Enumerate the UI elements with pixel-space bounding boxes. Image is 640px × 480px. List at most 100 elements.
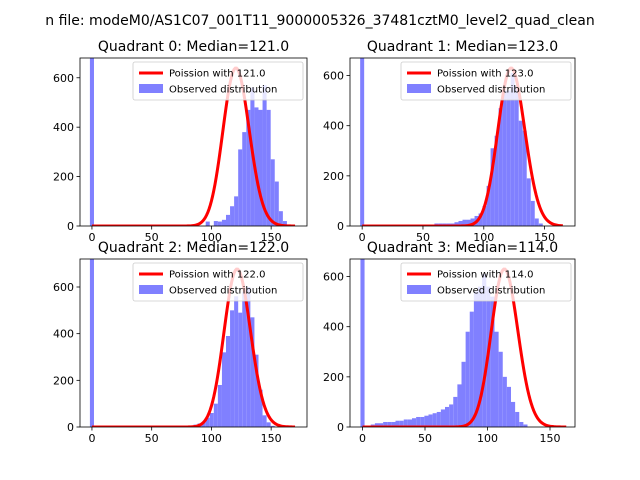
histogram-bar xyxy=(258,109,263,226)
histogram-bar xyxy=(258,389,263,427)
legend-box xyxy=(400,262,572,302)
histogram-bar xyxy=(205,417,210,427)
histogram-bar xyxy=(242,291,247,427)
histogram-bar xyxy=(213,403,218,427)
histogram-bar xyxy=(395,420,400,427)
histogram-bar xyxy=(494,331,499,427)
histogram-bar xyxy=(478,213,483,226)
histogram-bar xyxy=(465,331,470,427)
histogram-bar xyxy=(440,409,445,427)
histogram-bar xyxy=(498,351,503,427)
histogram-bar xyxy=(262,415,267,427)
legend-box xyxy=(132,61,304,101)
histogram-bar xyxy=(449,404,454,427)
histogram-bar xyxy=(262,85,267,226)
histogram-bar xyxy=(473,291,478,427)
x-tick-label: 0 xyxy=(88,432,95,445)
legend-label-poisson: Poission with 114.0 xyxy=(437,270,533,281)
x-tick-label: 50 xyxy=(418,432,432,445)
histogram-bar xyxy=(217,385,222,427)
histogram-bar xyxy=(278,211,283,226)
histogram-bar xyxy=(511,401,516,427)
figure-suptitle: n file: modeM0/AS1C07_001T11_9000005326_… xyxy=(45,13,594,29)
histogram-bar xyxy=(486,185,491,226)
histogram-bar xyxy=(221,352,226,427)
subplot-quadrant-1: 0 50 100 150 0 200 400 600 Quadrant 1: Median=12… xyxy=(323,39,576,244)
legend-label-poisson: Poission with 121.0 xyxy=(169,69,265,80)
y-tick-label: 200 xyxy=(53,171,74,184)
histogram-bar xyxy=(502,376,507,427)
histogram-bar xyxy=(424,415,429,427)
legend-label-poisson: Poission with 122.0 xyxy=(169,270,265,281)
histogram-bar xyxy=(234,296,239,427)
x-tick-label: 100 xyxy=(201,231,222,244)
subplot-title: Quadrant 0: Median=121.0 xyxy=(98,39,289,55)
histogram-bar xyxy=(270,159,275,226)
histogram-bar xyxy=(470,218,475,226)
histogram-bar xyxy=(246,109,251,226)
y-tick-label: 0 xyxy=(337,421,344,434)
histogram-bar xyxy=(205,221,210,226)
y-tick-label: 0 xyxy=(337,220,344,233)
histogram-bar xyxy=(254,107,259,226)
histogram-bar xyxy=(490,296,495,427)
y-tick-label: 200 xyxy=(323,170,344,183)
histogram-bar xyxy=(230,310,235,427)
y-tick-label: 600 xyxy=(53,281,74,294)
histogram-bar xyxy=(462,219,467,226)
histogram-bar xyxy=(482,205,487,226)
histogram-bar xyxy=(510,73,515,226)
histogram-bar xyxy=(225,214,231,226)
y-tick-label: 200 xyxy=(53,374,74,387)
x-tick-label: 100 xyxy=(201,432,222,445)
histogram-bar xyxy=(213,221,218,226)
histogram-bar xyxy=(403,419,408,427)
subplot-quadrant-0: 0 50 100 150 0 200 400 600 Quadrant 0: Median=12… xyxy=(53,39,308,244)
histogram-bar xyxy=(201,422,206,427)
histogram-bar xyxy=(478,286,483,427)
subplot-title: Quadrant 1: Median=123.0 xyxy=(367,39,558,55)
histogram-bar xyxy=(234,196,239,226)
y-tick-label: 600 xyxy=(323,70,344,83)
histogram-bar xyxy=(506,386,511,427)
histogram-bar xyxy=(412,418,417,427)
histogram-bar xyxy=(274,181,279,226)
histogram-bar xyxy=(530,200,535,226)
x-tick-label: 0 xyxy=(359,231,366,244)
histogram-bar xyxy=(407,419,412,427)
histogram-bar xyxy=(246,287,251,427)
subplot-quadrant-3: 0 50 100 150 0 200 400 600 Quadrant 3: Median=11… xyxy=(323,240,576,445)
histogram-bar xyxy=(428,414,433,427)
legend-label-observed: Observed distribution xyxy=(437,286,545,297)
legend-patch-swatch xyxy=(139,84,163,93)
histogram-bar xyxy=(457,384,462,427)
axes-frame xyxy=(349,258,576,428)
x-tick-label: 100 xyxy=(473,231,494,244)
y-tick-label: 0 xyxy=(67,421,74,434)
legend-patch-swatch xyxy=(139,285,163,294)
histogram-bar xyxy=(242,132,247,226)
histogram-bar xyxy=(383,421,388,427)
legend-label-observed: Observed distribution xyxy=(169,286,277,297)
histogram-bar xyxy=(454,222,459,226)
histogram-bar xyxy=(217,221,222,226)
histogram-bar xyxy=(534,218,539,226)
x-tick-label: 150 xyxy=(261,231,282,244)
subplot-quadrant-2: 0 50 100 150 0 200 400 600 Quadrant 2: Median=12… xyxy=(53,240,308,445)
histogram-bar xyxy=(482,274,487,427)
x-tick-label: 100 xyxy=(477,432,498,445)
histogram-bar xyxy=(225,336,231,427)
y-tick-label: 600 xyxy=(53,72,74,85)
x-tick-label: 150 xyxy=(534,231,555,244)
histogram-bar xyxy=(518,120,523,226)
legend-patch-swatch xyxy=(407,285,431,294)
histogram-bar xyxy=(209,413,214,427)
plot-area xyxy=(360,259,567,427)
histogram-bar xyxy=(266,422,271,427)
histogram-bar xyxy=(420,416,425,427)
x-tick-label: 150 xyxy=(540,432,561,445)
plot-area xyxy=(89,58,296,226)
histogram-bar xyxy=(538,223,543,226)
histogram-spike-bar xyxy=(360,259,365,427)
